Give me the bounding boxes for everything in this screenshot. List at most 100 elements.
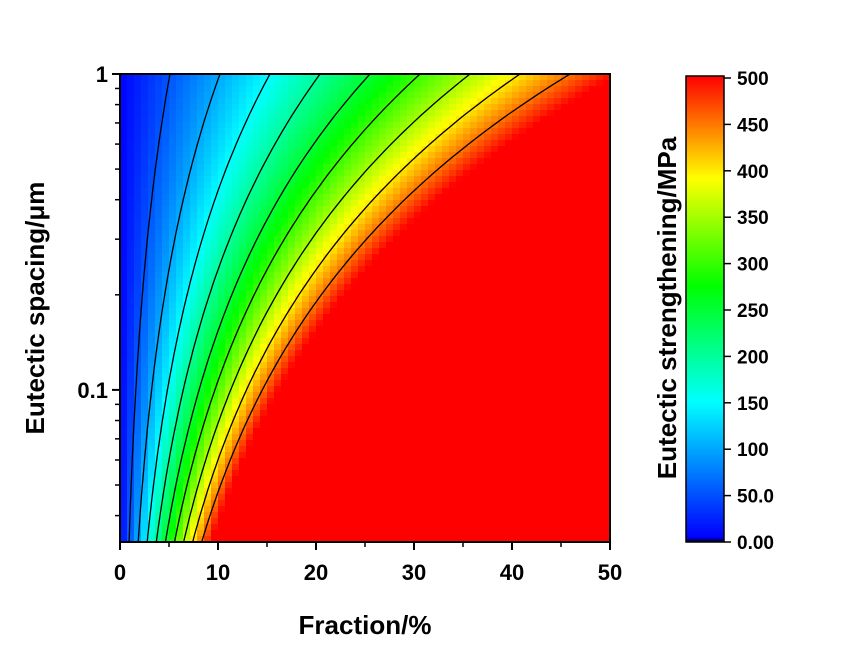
heatmap-cell [155,308,163,315]
heatmap-cell [197,326,205,333]
heatmap-cell [239,344,247,351]
heatmap-cell [351,224,359,231]
heatmap-cell [260,332,268,339]
heatmap-cell [484,170,492,177]
heatmap-cell [204,398,212,405]
heatmap-cell [148,422,156,429]
heatmap-cell [526,464,534,471]
heatmap-cell [120,482,128,489]
heatmap-cell [561,494,569,501]
heatmap-cell [365,488,373,495]
heatmap-cell [365,200,373,207]
heatmap-cell [449,392,457,399]
heatmap-cell [414,530,422,537]
heatmap-cell [316,524,324,531]
heatmap-cell [561,200,569,207]
heatmap-cell [232,440,240,447]
heatmap-cell [260,218,268,225]
heatmap-cell [225,86,233,93]
heatmap-cell [218,440,226,447]
heatmap-cell [316,536,324,542]
heatmap-cell [288,188,296,195]
heatmap-cell [428,224,436,231]
heatmap-cell [463,320,471,327]
heatmap-cell [386,518,394,525]
heatmap-cell [323,332,331,339]
heatmap-cell [505,500,513,507]
heatmap-cell [519,194,527,201]
heatmap-cell [225,506,233,513]
heatmap-cell [540,470,548,477]
heatmap-cell [148,266,156,273]
heatmap-cell [148,440,156,447]
heatmap-cell [393,380,401,387]
heatmap-cell [204,242,212,249]
heatmap-cell [323,494,331,501]
heatmap-cell [316,236,324,243]
heatmap-cell [197,260,205,267]
heatmap-cell [148,410,156,417]
heatmap-cell [316,314,324,321]
heatmap-cell [239,386,247,393]
heatmap-cell [491,242,499,249]
heatmap-cell [232,320,240,327]
heatmap-cell [232,74,240,81]
heatmap-cell [470,368,478,375]
heatmap-cell [526,236,534,243]
heatmap-cell [120,224,128,231]
heatmap-cell [372,530,380,537]
heatmap-cell [463,272,471,279]
heatmap-cell [561,266,569,273]
heatmap-cell [204,116,212,123]
heatmap-cell [428,512,436,519]
heatmap-cell [197,386,205,393]
heatmap-cell [330,440,338,447]
heatmap-cell [372,518,380,525]
heatmap-cell [190,236,198,243]
heatmap-cell [183,206,191,213]
heatmap-cell [358,218,366,225]
heatmap-cell [232,182,240,189]
heatmap-cell [309,308,317,315]
heatmap-cell [148,512,156,519]
heatmap-cell [127,380,135,387]
heatmap-cell [400,464,408,471]
heatmap-cell [477,296,485,303]
heatmap-cell [204,98,212,105]
heatmap-cell [211,452,219,459]
heatmap-cell [176,332,184,339]
heatmap-cell [148,188,156,195]
heatmap-cell [351,482,359,489]
heatmap-cell [428,308,436,315]
heatmap-cell [526,518,534,525]
heatmap-cell [295,428,303,435]
heatmap-cell [204,176,212,183]
heatmap-cell [211,194,219,201]
heatmap-cell [176,194,184,201]
heatmap-cell [505,104,513,111]
heatmap-cell [442,158,450,165]
heatmap-cell [463,80,471,87]
heatmap-cell [344,224,352,231]
heatmap-cell [386,446,394,453]
heatmap-cell [323,176,331,183]
heatmap-cell [428,188,436,195]
heatmap-cell [561,518,569,525]
heatmap-cell [407,170,415,177]
heatmap-cell [554,308,562,315]
heatmap-cell [127,164,135,171]
heatmap-cell [253,272,261,279]
heatmap-cell [498,98,506,105]
heatmap-cell [463,128,471,135]
heatmap-cell [274,320,282,327]
heatmap-cell [323,164,331,171]
heatmap-cell [344,218,352,225]
heatmap-cell [526,428,534,435]
heatmap-cell [456,380,464,387]
heatmap-cell [386,182,394,189]
heatmap-cell [176,314,184,321]
heatmap-cell [183,176,191,183]
heatmap-cell [428,326,436,333]
heatmap-cell [463,386,471,393]
heatmap-cell [351,92,359,99]
